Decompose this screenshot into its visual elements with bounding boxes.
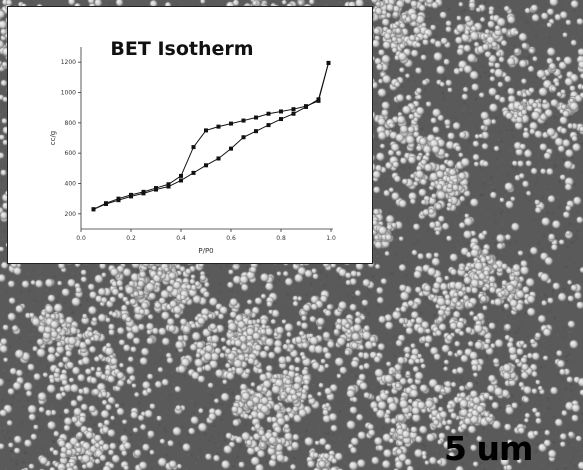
y-tick-label: 1000 (61, 90, 76, 97)
data-point (266, 123, 271, 128)
desorption-series-line (93, 62, 329, 210)
x-tick-label: 1.0 (326, 235, 336, 242)
data-point (279, 109, 283, 114)
x-axis-label: P/P0 (198, 247, 213, 255)
data-point (326, 60, 331, 65)
data-point (154, 186, 158, 191)
data-point (216, 156, 221, 161)
data-point (191, 145, 196, 150)
data-point (166, 184, 171, 189)
y-tick-label: 600 (65, 150, 77, 157)
data-point (216, 124, 221, 129)
adsorption-series-line (93, 62, 329, 210)
x-tick-label: 0.8 (276, 235, 286, 242)
y-axis-label: cc/g (49, 131, 57, 146)
data-point (229, 121, 233, 126)
data-point (191, 170, 196, 175)
data-point (241, 118, 246, 123)
x-tick-label: 0.0 (76, 235, 86, 242)
data-point (116, 196, 121, 201)
data-point (291, 111, 296, 116)
data-point (129, 192, 133, 197)
y-tick-label: 400 (65, 181, 77, 188)
x-tick-label: 0.2 (126, 235, 136, 242)
data-point (204, 163, 208, 168)
x-tick-label: 0.4 (176, 235, 186, 242)
data-point (304, 104, 308, 109)
data-point (179, 178, 183, 183)
data-point (91, 207, 96, 212)
data-point (166, 182, 171, 187)
y-tick-label: 800 (65, 120, 77, 127)
data-point (291, 107, 296, 112)
data-point (254, 129, 258, 134)
data-point (204, 128, 208, 133)
data-point (316, 98, 321, 103)
data-point (141, 189, 146, 194)
scale-bar-label: 5 um (444, 429, 533, 468)
bet-isotherm-inset: BET Isotherm 0.0 0.2 0.4 0.6 0.8 1.0 200 400 600… (7, 6, 373, 264)
chart-title: BET Isotherm (110, 38, 253, 60)
data-point (266, 111, 271, 116)
data-point (254, 115, 258, 120)
data-point (241, 135, 246, 140)
data-point (104, 201, 108, 206)
data-point (279, 117, 283, 122)
y-tick-label: 200 (65, 211, 77, 218)
y-tick-label: 1200 (61, 59, 76, 66)
bet-isotherm-chart: BET Isotherm 0.0 0.2 0.4 0.6 0.8 1.0 200 400 600… (49, 38, 336, 255)
x-tick-label: 0.6 (226, 235, 236, 242)
data-point (229, 146, 233, 151)
data-point (179, 173, 183, 178)
